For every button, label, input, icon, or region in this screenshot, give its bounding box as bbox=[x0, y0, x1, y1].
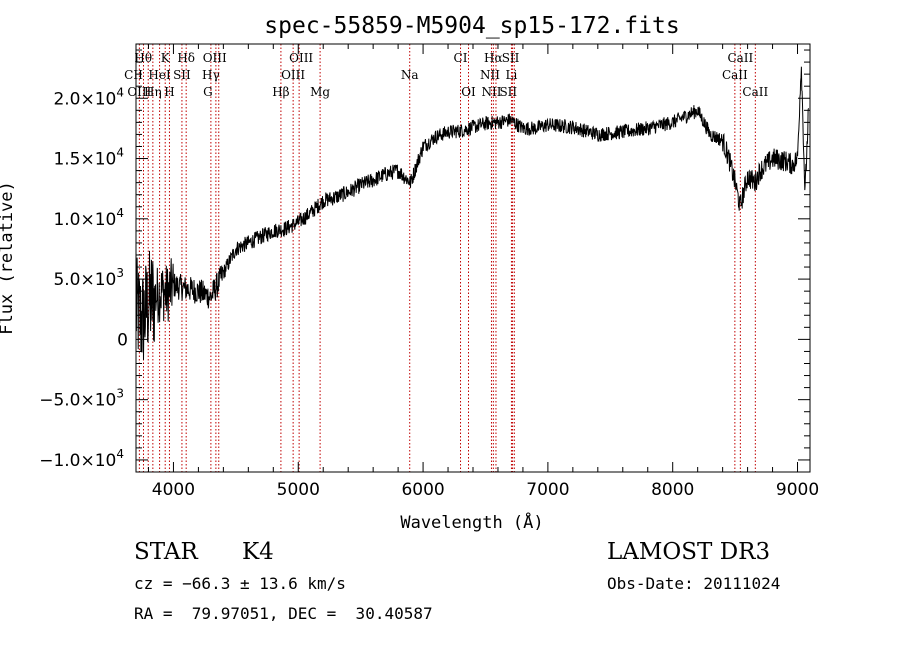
line-label-4: OIII bbox=[289, 51, 313, 65]
line-label-23: Mg bbox=[310, 85, 330, 99]
line-label-17: CaII bbox=[722, 68, 748, 82]
x-axis-label: Wavelength (Å) bbox=[400, 511, 543, 533]
y-tick-label-0: 2.0×104 bbox=[53, 85, 124, 109]
x-tick-label-9000: 9000 bbox=[776, 480, 819, 500]
plot-frame bbox=[135, 43, 811, 473]
line-label-26: SII bbox=[499, 85, 517, 99]
chart-title: spec-55859-M5904_sp15-172.fits bbox=[264, 13, 679, 39]
coordinates: RA = 79.97051, DEC = 30.40587 bbox=[134, 604, 433, 623]
line-label-14: Na bbox=[401, 68, 419, 82]
line-label-22: Hβ bbox=[272, 85, 289, 99]
spectrum-line bbox=[135, 66, 809, 360]
line-label-12: Hγ bbox=[202, 68, 220, 82]
line-label-10: HeI bbox=[148, 68, 171, 82]
observation-date: Obs-Date: 20111024 bbox=[607, 574, 781, 593]
line-label-5: CI bbox=[454, 51, 468, 65]
line-label-16: Li bbox=[506, 68, 518, 82]
line-label-19: Hη bbox=[144, 85, 162, 99]
line-label-25: NII bbox=[481, 85, 501, 99]
line-label-24: OI bbox=[461, 85, 476, 99]
x-axis: 4000 5000 6000 7000 8000 9000 bbox=[147, 44, 819, 500]
x-tick-label-5000: 5000 bbox=[277, 480, 320, 500]
redshift-velocity: cz = −66.3 ± 13.6 km/s bbox=[134, 574, 346, 593]
object-subclass: K4 bbox=[242, 539, 274, 565]
y-tick-label-6: −1.0×104 bbox=[39, 447, 124, 471]
y-tick-label-2: 1.0×104 bbox=[53, 206, 124, 230]
x-tick-label-8000: 8000 bbox=[651, 480, 694, 500]
line-label-20: H bbox=[164, 85, 174, 99]
line-label-6: Hα bbox=[484, 51, 503, 65]
line-label-2: Hδ bbox=[177, 51, 195, 65]
spectral-line-markers bbox=[138, 44, 756, 472]
y-axis-label: Flux (relative) bbox=[0, 181, 17, 335]
line-label-0: Hθ bbox=[134, 51, 152, 65]
line-label-27: CaII bbox=[742, 85, 768, 99]
line-label-8: CaII bbox=[727, 51, 753, 65]
line-label-3: OIII bbox=[203, 51, 227, 65]
y-tick-label-4: 0 bbox=[117, 330, 128, 350]
line-label-18: OIII bbox=[127, 85, 151, 99]
line-label-13: OIII bbox=[281, 68, 305, 82]
x-tick-label-6000: 6000 bbox=[401, 480, 444, 500]
line-label-1: K bbox=[161, 51, 171, 65]
line-label-11: SII bbox=[173, 68, 191, 82]
y-axis: 2.0×104 1.5×104 1.0×104 5.0×103 0 −5.0×103 −1.… bbox=[39, 49, 810, 471]
line-label-9: CII bbox=[124, 68, 143, 82]
line-label-7: SII bbox=[502, 51, 520, 65]
object-class: STAR bbox=[134, 539, 198, 565]
y-tick-label-3: 5.0×103 bbox=[53, 266, 124, 290]
x-tick-label-7000: 7000 bbox=[526, 480, 569, 500]
x-tick-label-4000: 4000 bbox=[152, 480, 195, 500]
survey-name: LAMOST DR3 bbox=[607, 539, 771, 565]
y-tick-label-5: −5.0×103 bbox=[39, 387, 124, 411]
y-tick-label-1: 1.5×104 bbox=[53, 146, 124, 170]
line-label-15: NII bbox=[480, 68, 500, 82]
line-label-21: G bbox=[203, 85, 213, 99]
